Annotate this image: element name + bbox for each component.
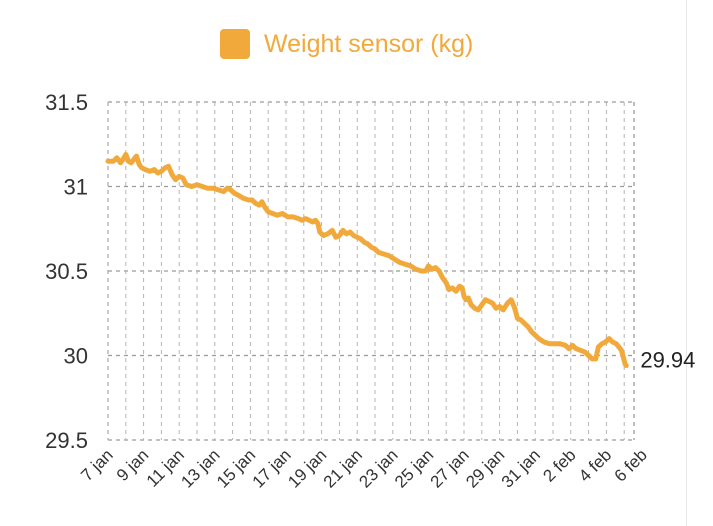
x-tick-label: 21 jan (320, 445, 366, 491)
legend-swatch (220, 29, 250, 59)
y-tick-label: 31.5 (45, 90, 88, 115)
series-line-weight-sensor (105, 151, 629, 369)
x-tick-label: 27 jan (427, 445, 473, 491)
right-divider (686, 0, 687, 526)
x-tick-label: 31 jan (498, 445, 544, 491)
x-tick-label: 25 jan (391, 445, 437, 491)
y-tick-label: 30 (64, 344, 88, 369)
x-tick-label: 19 jan (284, 445, 330, 491)
x-tick-label: 2 feb (539, 445, 579, 485)
x-tick-label: 13 jan (177, 445, 223, 491)
x-tick-label: 29 jan (462, 445, 508, 491)
y-axis-ticks: 31.5 31 30.5 30 29.5 (45, 90, 88, 453)
grid (107, 101, 635, 441)
legend-label: Weight sensor (kg) (264, 29, 474, 58)
x-tick-label: 6 feb (611, 445, 651, 485)
x-tick-label: 23 jan (355, 445, 401, 491)
x-tick-label: 15 jan (213, 445, 259, 491)
legend[interactable]: Weight sensor (kg) (220, 28, 473, 60)
y-tick-label: 31 (64, 175, 88, 200)
x-tick-label: 17 jan (249, 445, 295, 491)
x-tick-label: 11 jan (143, 445, 188, 490)
last-value-label: 29.94 (640, 348, 695, 373)
y-tick-label: 30.5 (45, 259, 88, 284)
x-tick-label: 4 feb (575, 445, 615, 485)
y-tick-label: 29.5 (45, 428, 88, 453)
